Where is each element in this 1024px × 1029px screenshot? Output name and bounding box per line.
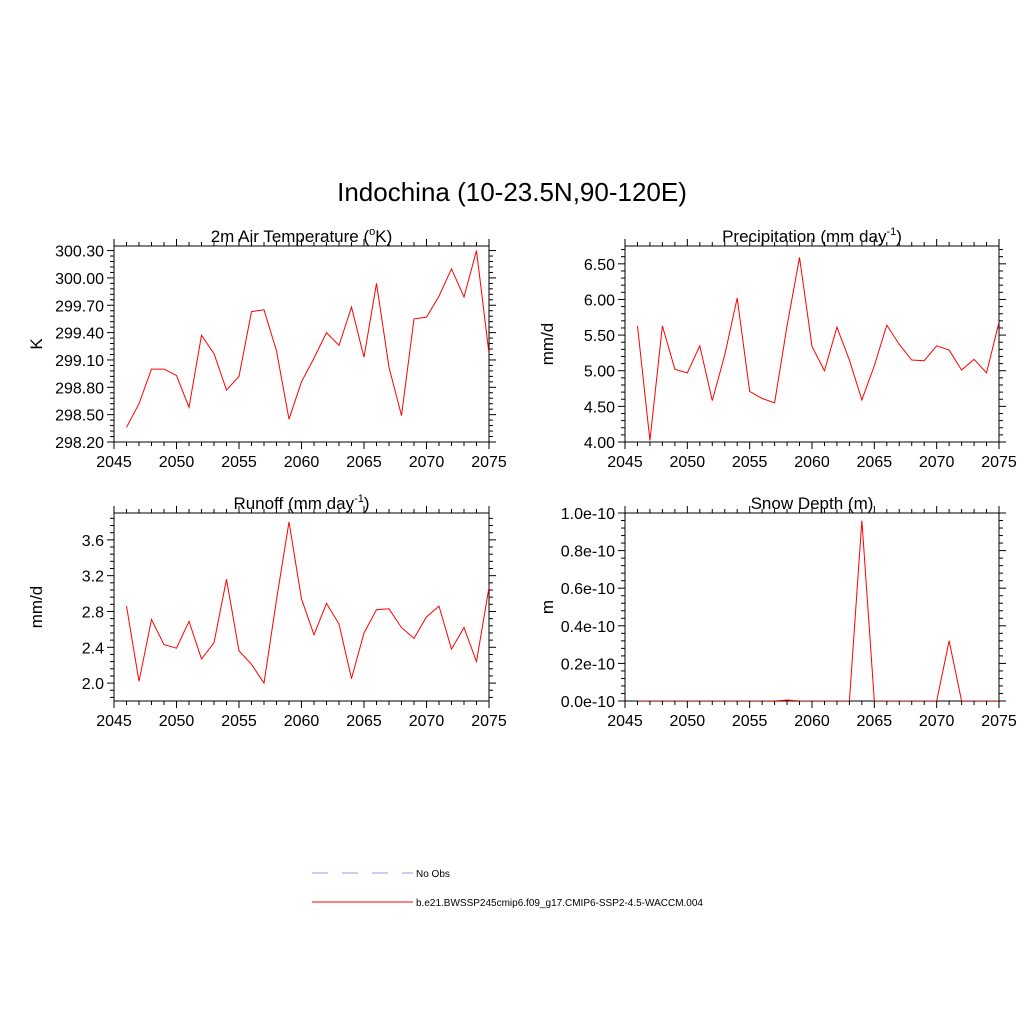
x-tick-label: 2070 xyxy=(919,454,955,471)
panel-title-text: Precipitation (mm day xyxy=(722,227,887,246)
y-tick-label: 298.50 xyxy=(55,408,104,425)
x-tick-label: 2055 xyxy=(732,713,768,730)
x-tick-label: 2050 xyxy=(670,713,706,730)
x-tick-label: 2075 xyxy=(471,713,507,730)
panel-title-text: 2m Air Temperature ( xyxy=(211,227,370,246)
series-line xyxy=(126,250,489,428)
panel-title-suffix: ) xyxy=(364,494,370,513)
y-axis-label: mm/d xyxy=(538,323,557,366)
y-tick-label: 5.50 xyxy=(584,328,615,345)
x-tick-label: 2070 xyxy=(409,454,445,471)
y-tick-label: 0.6e-10 xyxy=(561,581,615,598)
legend-item: No Obs xyxy=(312,869,450,880)
x-tick-label: 2060 xyxy=(794,713,830,730)
plot-frame xyxy=(113,512,490,702)
x-tick-label: 2045 xyxy=(607,713,643,730)
plot-frame xyxy=(113,245,490,443)
panel-title-suffix: K) xyxy=(375,227,392,246)
y-tick-label: 3.2 xyxy=(82,569,104,586)
chart-panel-3: Runoff (mm day-1) mm/d 2045 2050 2055 2060 206… xyxy=(27,493,507,730)
y-axis-label: mm/d xyxy=(27,586,46,629)
y-tick-label: 2.4 xyxy=(82,640,104,657)
y-tick-label: 299.40 xyxy=(55,326,104,343)
y-tick-label: 5.00 xyxy=(584,364,615,381)
x-tick-label: 2075 xyxy=(471,454,507,471)
x-tick-label: 2070 xyxy=(409,713,445,730)
y-tick-label: 0.0e-10 xyxy=(561,694,615,711)
y-tick-label: 2.8 xyxy=(82,604,104,621)
legend-item: b.e21.BWSSP245cmip6.f09_g17.CMIP6-SSP2-4… xyxy=(312,898,703,909)
y-tick-label: 300.00 xyxy=(55,271,104,288)
x-tick-label: 2045 xyxy=(607,454,643,471)
y-tick-label: 0.2e-10 xyxy=(561,656,615,673)
x-tick-label: 2050 xyxy=(159,454,195,471)
panel-title-suffix: ) xyxy=(896,227,902,246)
panel-title: 2m Air Temperature (oK) xyxy=(211,226,393,246)
x-tick-label: 2050 xyxy=(159,713,195,730)
series-line xyxy=(637,520,999,701)
x-tick-label: 2045 xyxy=(96,454,132,471)
panel-title-superscript: -1 xyxy=(886,226,896,238)
chart-panel-2: Precipitation (mm day-1) mm/d 2045 2050 2055… xyxy=(538,226,1017,471)
x-tick-label: 2045 xyxy=(96,713,132,730)
x-tick-label: 2075 xyxy=(981,454,1017,471)
legend-label: b.e21.BWSSP245cmip6.f09_g17.CMIP6-SSP2-4… xyxy=(416,898,703,909)
chart-panel-4: Snow Depth (m) m 2045 2050 2055 2060 2065 2070 2… xyxy=(538,494,1017,730)
y-tick-label: 3.6 xyxy=(82,533,104,550)
figure-title: Indochina (10-23.5N,90-120E) xyxy=(337,177,687,207)
x-tick-label: 2065 xyxy=(346,454,382,471)
panel-title: Runoff (mm day-1) xyxy=(233,493,369,513)
y-tick-label: 1.0e-10 xyxy=(561,506,615,523)
x-tick-label: 2050 xyxy=(670,454,706,471)
y-tick-label: 4.00 xyxy=(584,435,615,452)
x-tick-label: 2060 xyxy=(284,713,320,730)
legend: No Obs b.e21.BWSSP245cmip6.f09_g17.CMIP6-… xyxy=(312,869,703,909)
y-tick-label: 298.80 xyxy=(55,380,104,397)
x-tick-label: 2075 xyxy=(981,713,1017,730)
y-tick-label: 6.00 xyxy=(584,292,615,309)
x-tick-label: 2060 xyxy=(284,454,320,471)
y-axis-label: K xyxy=(27,338,46,350)
y-axis-label: m xyxy=(538,600,557,614)
y-tick-label: 4.50 xyxy=(584,399,615,416)
panel-title: Snow Depth (m) xyxy=(751,494,874,513)
panel-title-superscript: o xyxy=(369,226,375,238)
y-tick-label: 6.50 xyxy=(584,257,615,274)
x-tick-label: 2065 xyxy=(857,713,893,730)
x-tick-label: 2070 xyxy=(919,713,955,730)
legend-label: No Obs xyxy=(416,869,450,880)
series-line xyxy=(636,257,999,441)
y-tick-label: 2.0 xyxy=(82,676,104,693)
x-tick-label: 2065 xyxy=(346,713,382,730)
series-line xyxy=(126,521,489,685)
x-tick-label: 2055 xyxy=(732,454,768,471)
y-tick-label: 298.20 xyxy=(55,435,104,452)
y-tick-label: 299.70 xyxy=(55,298,104,315)
panel-title-superscript: -1 xyxy=(354,493,364,505)
x-tick-label: 2055 xyxy=(221,454,257,471)
x-tick-label: 2060 xyxy=(794,454,830,471)
y-tick-label: 0.4e-10 xyxy=(561,619,615,636)
x-tick-label: 2065 xyxy=(857,454,893,471)
y-tick-label: 300.30 xyxy=(55,244,104,261)
panel-title: Precipitation (mm day-1) xyxy=(722,226,902,246)
y-tick-label: 0.8e-10 xyxy=(561,544,615,561)
panels: 2m Air Temperature (oK) K 2045 2050 2055 2060… xyxy=(27,226,1017,730)
panel-title-text: Snow Depth (m) xyxy=(751,494,874,513)
panel-title-text: Runoff (mm day xyxy=(233,494,354,513)
y-tick-label: 299.10 xyxy=(55,353,104,370)
chart-panel-1: 2m Air Temperature (oK) K 2045 2050 2055 2060… xyxy=(27,226,507,471)
x-tick-label: 2055 xyxy=(221,713,257,730)
